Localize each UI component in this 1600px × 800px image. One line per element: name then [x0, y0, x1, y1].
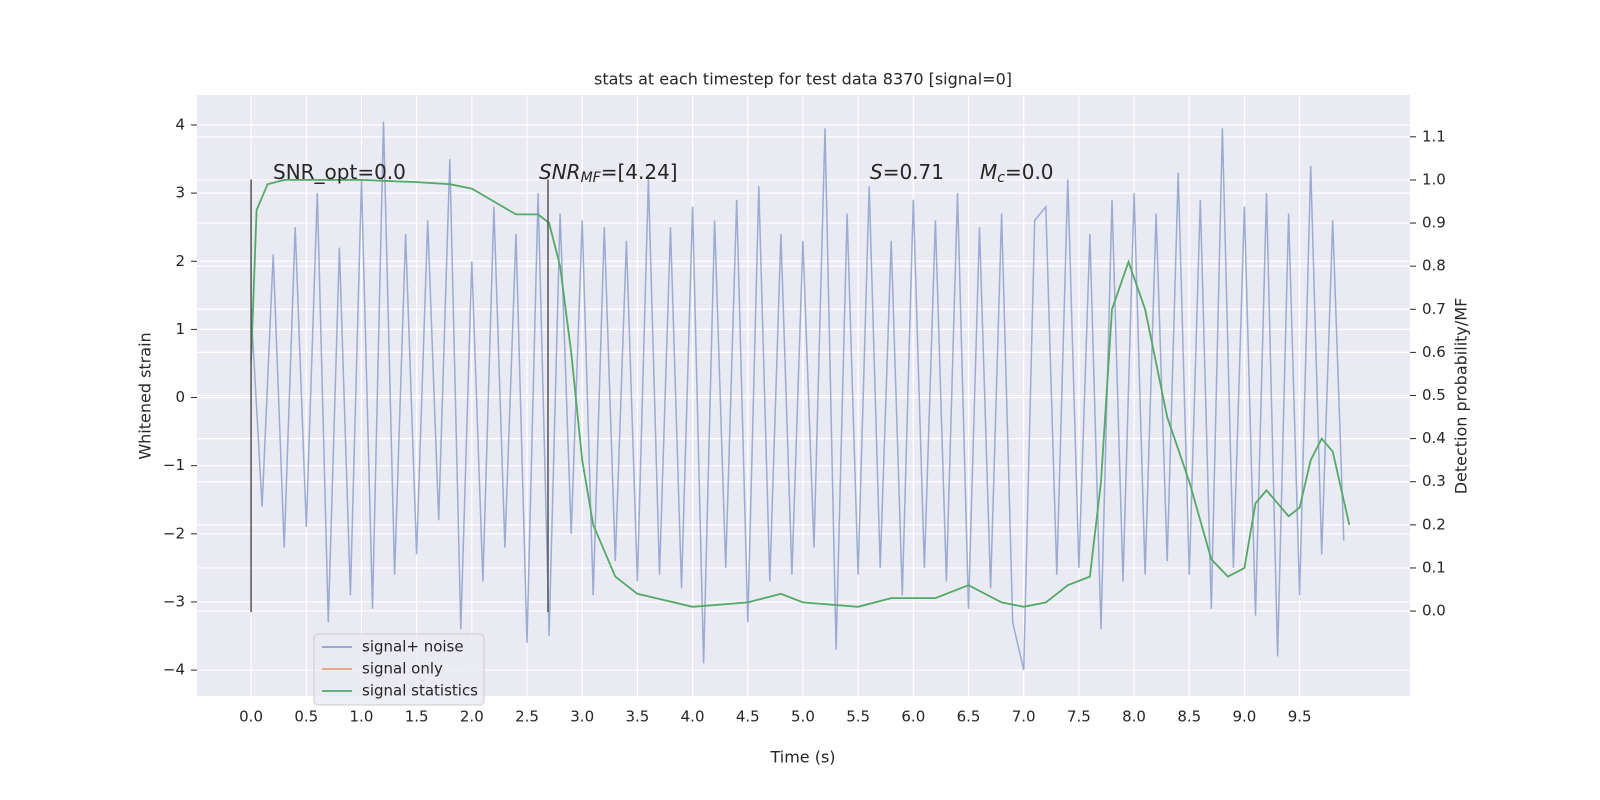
annotation-part: MF — [581, 170, 602, 186]
x-tick-label: 4.0 — [681, 708, 705, 726]
legend-label: signal statistics — [362, 682, 478, 700]
y2-tick-label: 0.6 — [1422, 343, 1446, 361]
x-tick-label: 1.5 — [405, 708, 429, 726]
x-tick-label: 2.0 — [460, 708, 484, 726]
x-tick-label: 6.5 — [957, 708, 981, 726]
annotation: Mc=0.0 — [980, 160, 1054, 187]
y2-tick-label: 0.7 — [1422, 300, 1446, 318]
x-tick-label: 0.5 — [294, 708, 318, 726]
y-tick-label: 1 — [175, 320, 185, 338]
annotation: SNR_opt=0.0 — [273, 160, 406, 184]
x-tick-label: 9.5 — [1288, 708, 1312, 726]
y2-tick-label: 0.2 — [1422, 515, 1446, 533]
y2-tick-label: 0.5 — [1422, 386, 1446, 404]
x-tick-label: 8.5 — [1177, 708, 1201, 726]
y-tick-label: 0 — [175, 388, 185, 406]
chart-title: stats at each timestep for test data 837… — [594, 70, 1012, 89]
legend-label: signal only — [362, 660, 443, 678]
y-tick-label: 2 — [175, 252, 185, 270]
y-axis-label: Whitened strain — [136, 332, 155, 459]
annotation-part: SNR_opt=0.0 — [273, 160, 406, 184]
y2-tick-label: 1.0 — [1422, 170, 1446, 188]
y2-tick-label: 0.8 — [1422, 257, 1446, 275]
x-tick-label: 6.0 — [901, 708, 925, 726]
x-tick-label: 7.5 — [1067, 708, 1091, 726]
x-tick-label: 9.0 — [1233, 708, 1257, 726]
y-tick-label: −3 — [163, 592, 185, 610]
y2-tick-label: 0.1 — [1422, 558, 1446, 576]
annotation-part: =0.0 — [1005, 160, 1054, 184]
y-tick-label: −2 — [163, 524, 185, 542]
y2-tick-label: 0.9 — [1422, 214, 1446, 232]
x-tick-label: 4.5 — [736, 708, 760, 726]
annotation-part: M — [980, 160, 997, 184]
y-tick-label: −1 — [163, 456, 185, 474]
x-tick-label: 3.5 — [625, 708, 649, 726]
y2-tick-label: 0.3 — [1422, 472, 1446, 490]
annotation-part: =[4.24] — [601, 160, 678, 184]
y2-tick-label: 0.0 — [1422, 602, 1446, 620]
annotation: S=0.71 — [870, 160, 944, 184]
x-tick-label: 1.0 — [350, 708, 374, 726]
x-axis-label: Time (s) — [769, 748, 835, 767]
y2-tick-label: 1.1 — [1422, 127, 1446, 145]
x-tick-label: 8.0 — [1122, 708, 1146, 726]
y-tick-label: −4 — [163, 661, 185, 679]
legend-box — [313, 633, 485, 706]
y-tick-label: 3 — [175, 184, 185, 202]
annotation-part: =0.71 — [883, 160, 944, 184]
annotation-part: c — [997, 170, 1005, 186]
y-tick-label: 4 — [175, 115, 185, 133]
x-tick-label: 5.5 — [846, 708, 870, 726]
series-line — [250, 179, 1351, 608]
annotation-part: SNR — [539, 160, 581, 184]
x-tick-label: 2.5 — [515, 708, 539, 726]
legend-label: signal+ noise — [362, 638, 464, 656]
y2-tick-label: 0.4 — [1422, 429, 1446, 447]
annotation: SNRMF=[4.24] — [539, 160, 678, 187]
x-tick-label: 0.0 — [239, 708, 263, 726]
x-tick-label: 3.0 — [570, 708, 594, 726]
annotation-part: S — [870, 160, 883, 184]
y2-axis-label: Detection probability/MF — [1452, 298, 1471, 495]
x-tick-label: 7.0 — [1012, 708, 1036, 726]
marks — [250, 121, 1351, 671]
x-tick-label: 5.0 — [791, 708, 815, 726]
